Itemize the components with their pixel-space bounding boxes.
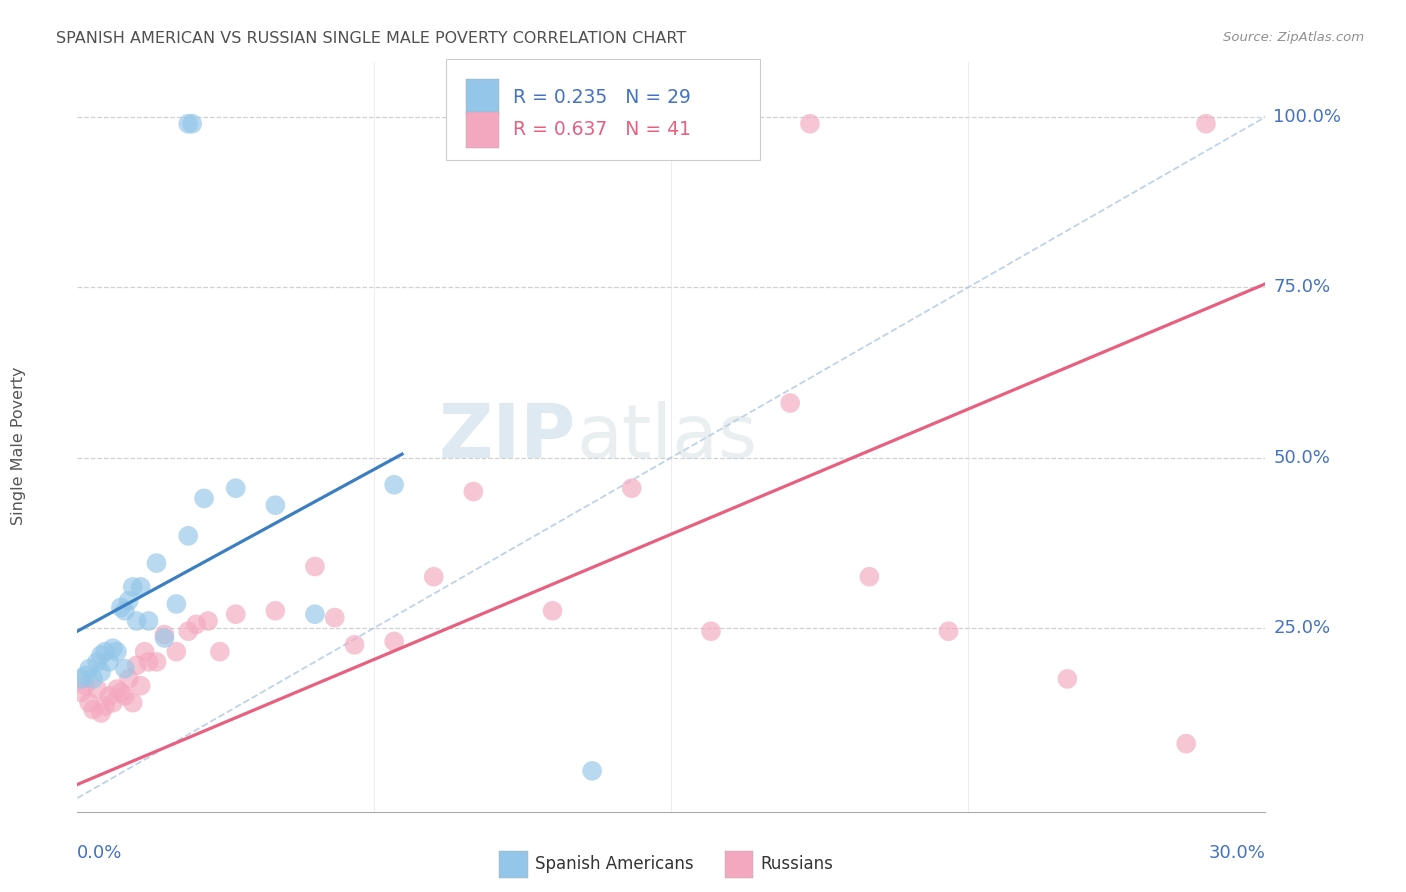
Point	[165, 645, 187, 659]
Point	[1195, 117, 1218, 131]
Point	[177, 529, 200, 543]
Point	[165, 597, 187, 611]
Point	[186, 617, 208, 632]
Point	[138, 614, 160, 628]
Point	[77, 696, 100, 710]
Point	[145, 655, 167, 669]
Point	[382, 477, 405, 491]
Point	[193, 491, 215, 506]
Point	[114, 689, 136, 703]
Point	[70, 672, 93, 686]
Bar	[465, 79, 499, 115]
Point	[225, 481, 247, 495]
Text: atlas: atlas	[576, 401, 758, 474]
Point	[110, 685, 132, 699]
Point	[1056, 672, 1078, 686]
Point	[779, 396, 801, 410]
Point	[225, 607, 247, 622]
Point	[82, 702, 104, 716]
Point	[105, 682, 128, 697]
Point	[110, 600, 132, 615]
Point	[541, 604, 564, 618]
Point	[858, 570, 880, 584]
Point	[125, 614, 148, 628]
Point	[177, 117, 200, 131]
Point	[90, 648, 112, 662]
Text: R = 0.235   N = 29: R = 0.235 N = 29	[513, 87, 692, 107]
Point	[145, 556, 167, 570]
Point	[264, 498, 287, 512]
Point	[323, 610, 346, 624]
Point	[153, 627, 176, 641]
Point	[77, 662, 100, 676]
Point	[114, 604, 136, 618]
Text: 30.0%: 30.0%	[1209, 845, 1265, 863]
Point	[799, 117, 821, 131]
Text: 50.0%: 50.0%	[1274, 449, 1330, 467]
Point	[125, 658, 148, 673]
Text: ZIP: ZIP	[439, 401, 576, 474]
Point	[938, 624, 960, 639]
Bar	[499, 851, 527, 878]
Point	[129, 679, 152, 693]
Point	[94, 645, 117, 659]
Point	[86, 655, 108, 669]
Point	[304, 559, 326, 574]
Point	[208, 645, 231, 659]
Text: R = 0.637   N = 41: R = 0.637 N = 41	[513, 120, 692, 139]
Point	[121, 580, 143, 594]
Text: SPANISH AMERICAN VS RUSSIAN SINGLE MALE POVERTY CORRELATION CHART: SPANISH AMERICAN VS RUSSIAN SINGLE MALE …	[56, 31, 686, 46]
Point	[382, 634, 405, 648]
Point	[197, 614, 219, 628]
Point	[121, 696, 143, 710]
Text: Single Male Poverty: Single Male Poverty	[11, 367, 27, 525]
Point	[98, 689, 121, 703]
Point	[581, 764, 603, 778]
Point	[90, 706, 112, 720]
Point	[98, 655, 121, 669]
Point	[304, 607, 326, 622]
Point	[620, 481, 643, 495]
Text: 100.0%: 100.0%	[1274, 108, 1341, 126]
Text: 75.0%: 75.0%	[1274, 278, 1330, 296]
Text: Russians: Russians	[761, 855, 834, 873]
Point	[101, 641, 124, 656]
Point	[264, 604, 287, 618]
Text: Spanish Americans: Spanish Americans	[534, 855, 693, 873]
Point	[114, 662, 136, 676]
Point	[105, 645, 128, 659]
Point	[94, 699, 117, 714]
Point	[118, 672, 141, 686]
Point	[138, 655, 160, 669]
Text: Source: ZipAtlas.com: Source: ZipAtlas.com	[1223, 31, 1364, 45]
Point	[75, 668, 97, 682]
Text: 0.0%: 0.0%	[77, 845, 122, 863]
Point	[134, 645, 156, 659]
Point	[129, 580, 152, 594]
Point	[75, 679, 97, 693]
Point	[343, 638, 366, 652]
Point	[423, 570, 446, 584]
Bar	[465, 112, 499, 148]
Text: 25.0%: 25.0%	[1274, 619, 1330, 637]
Point	[90, 665, 112, 679]
Point	[118, 593, 141, 607]
Point	[1175, 737, 1198, 751]
FancyBboxPatch shape	[446, 59, 761, 160]
Point	[463, 484, 485, 499]
Point	[101, 696, 124, 710]
Bar	[725, 851, 754, 878]
Point	[700, 624, 723, 639]
Point	[181, 117, 204, 131]
Point	[153, 631, 176, 645]
Point	[177, 624, 200, 639]
Point	[70, 685, 93, 699]
Point	[86, 682, 108, 697]
Point	[82, 672, 104, 686]
